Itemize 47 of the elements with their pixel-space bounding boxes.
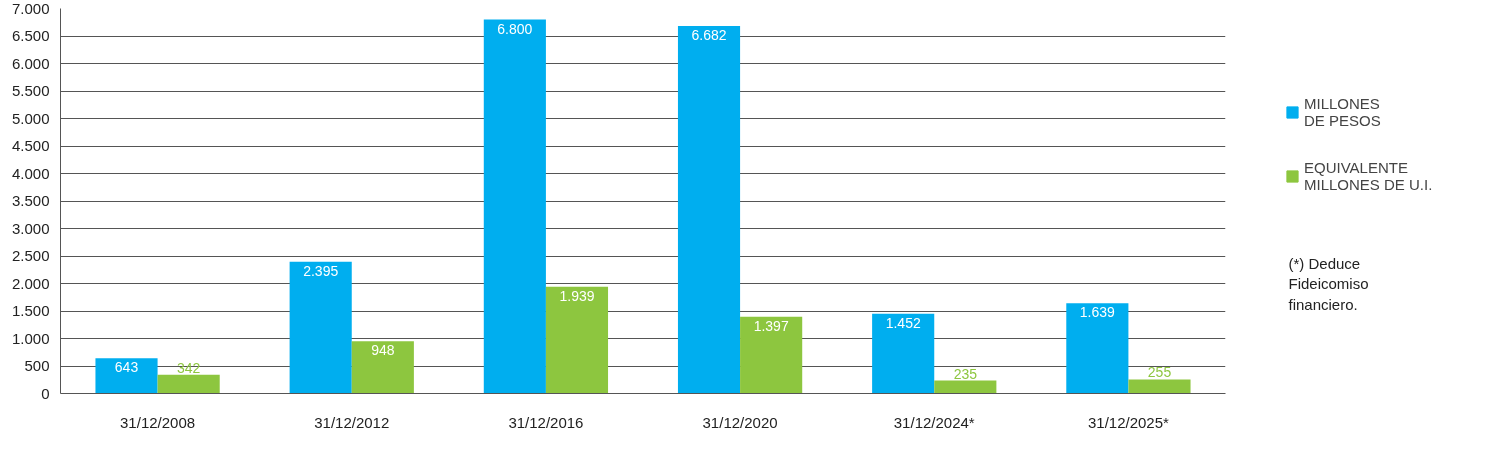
bar: [351, 341, 414, 394]
bar: [95, 358, 158, 394]
data-label: 6.800: [497, 20, 533, 37]
bar: [677, 25, 741, 394]
data-label: 1.452: [885, 314, 921, 331]
y-tick-label: 1.000: [11, 329, 50, 347]
data-label: 235: [953, 365, 978, 382]
y-tick-label: 6.000: [11, 54, 50, 72]
data-label: 1.939: [559, 287, 595, 304]
x-tick-label: 31/12/2008: [120, 413, 196, 431]
y-tick-label: 4.000: [11, 164, 50, 182]
bar: [872, 313, 935, 394]
bar: [157, 374, 220, 394]
legend-label: EQUIVALENTE MILLONES DE U.I.: [1304, 159, 1433, 193]
bar: [483, 19, 546, 394]
legend-label: MILLONES DE PESOS: [1304, 95, 1381, 129]
text: (*) Deduce Fideicomiso financiero.: [1288, 254, 1369, 313]
data-label: 643: [114, 359, 139, 376]
x-tick-label: 31/12/2025*: [1087, 413, 1170, 431]
y-tick-label: 5.000: [11, 109, 50, 127]
bar: [289, 261, 352, 394]
bar: [545, 286, 609, 394]
x-tick-label: 31/12/2012: [314, 413, 390, 431]
y-tick-label: 2.000: [11, 274, 50, 292]
bar: [740, 316, 803, 394]
y-tick-label: 500: [24, 357, 50, 374]
y-tick-label: 4.500: [11, 137, 50, 154]
y-tick-label: 2.500: [11, 247, 50, 264]
bar: [1128, 379, 1191, 394]
bar: [934, 380, 997, 394]
y-tick-label: 5.500: [11, 82, 50, 99]
x-tick-label: 31/12/2024*: [893, 413, 975, 431]
y-tick-label: 3.500: [11, 192, 50, 209]
data-label: 1.639: [1079, 304, 1116, 321]
y-tick-label: 0: [41, 384, 50, 402]
data-label: 1.397: [753, 317, 789, 334]
x-tick-label: 31/12/2016: [508, 413, 584, 431]
data-label: 255: [1147, 364, 1172, 381]
y-tick-label: 3.000: [11, 219, 50, 237]
y-tick-label: 1.500: [11, 302, 50, 319]
data-label: 948: [371, 342, 395, 359]
y-tick-label: 6.500: [11, 27, 50, 44]
bar: [1066, 303, 1129, 394]
y-tick-label: 7.000: [11, 0, 50, 17]
data-label: 2.395: [303, 262, 339, 279]
data-label: 6.682: [691, 26, 727, 43]
x-tick-label: 31/12/2020: [702, 413, 778, 431]
